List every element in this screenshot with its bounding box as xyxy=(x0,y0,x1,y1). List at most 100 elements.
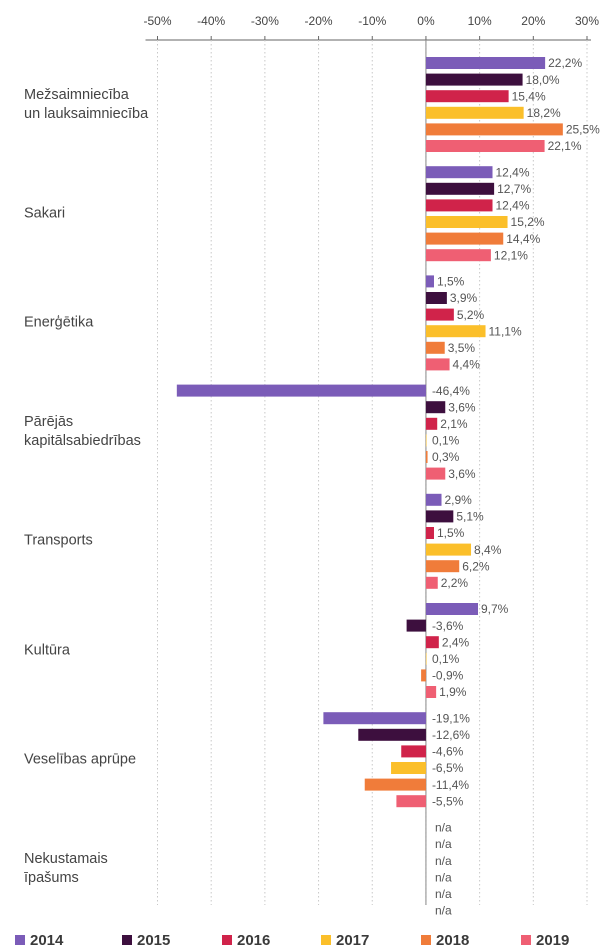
bar xyxy=(421,669,426,682)
value-label: 3,6% xyxy=(448,467,476,481)
value-label: n/a xyxy=(435,870,452,884)
bar xyxy=(425,652,427,665)
value-label: 8,4% xyxy=(474,543,502,557)
value-label: -0,9% xyxy=(432,669,464,683)
category-label: Veselības aprūpe xyxy=(24,751,137,768)
legend-swatch xyxy=(521,935,531,945)
bar xyxy=(425,401,446,414)
x-tick-label: -20% xyxy=(305,14,333,28)
value-label: 15,2% xyxy=(511,215,545,229)
value-label: -3,6% xyxy=(432,619,464,633)
value-label: 25,5% xyxy=(566,123,600,137)
value-label: n/a xyxy=(435,904,452,918)
bar xyxy=(425,543,472,556)
value-label: 11,1% xyxy=(489,324,522,338)
legend-label: 2017 xyxy=(336,932,369,949)
legend-label: 2016 xyxy=(237,932,270,949)
bar xyxy=(425,308,454,321)
legend-label: 2018 xyxy=(436,932,469,949)
bar xyxy=(323,712,426,725)
value-label: 2,2% xyxy=(441,576,469,590)
value-label: 12,4% xyxy=(496,165,530,179)
bar xyxy=(425,686,437,698)
x-tick-label: 30% xyxy=(575,14,599,28)
bar xyxy=(425,106,524,119)
bar xyxy=(425,467,446,480)
value-label: 6,2% xyxy=(462,559,490,573)
category-label: Nekustamais īpašums xyxy=(24,850,108,886)
x-tick-label: 0% xyxy=(417,14,435,28)
value-label: 1,5% xyxy=(437,526,465,540)
value-label: n/a xyxy=(435,854,452,868)
value-label: n/a xyxy=(435,887,452,901)
bar xyxy=(425,451,428,463)
bar xyxy=(425,140,545,152)
value-label: 2,9% xyxy=(445,493,473,507)
bar xyxy=(425,603,479,615)
value-label: 12,4% xyxy=(496,199,530,213)
value-label: 1,9% xyxy=(439,685,467,699)
bar xyxy=(425,358,450,371)
value-label: 0,1% xyxy=(432,652,460,666)
bar xyxy=(425,560,460,573)
value-label: -6,5% xyxy=(432,761,464,775)
value-label: 18,2% xyxy=(527,106,561,120)
value-label: 3,5% xyxy=(448,341,476,355)
bar xyxy=(425,636,439,649)
legend-swatch xyxy=(122,935,132,945)
value-label: 0,1% xyxy=(432,434,460,448)
legend-swatch xyxy=(421,935,431,945)
bar xyxy=(425,73,523,86)
value-label: 2,4% xyxy=(442,635,470,649)
value-label: 5,2% xyxy=(457,308,485,322)
value-label: -12,6% xyxy=(432,728,470,742)
bar xyxy=(425,417,438,430)
bar xyxy=(425,275,434,288)
x-tick-label: -10% xyxy=(358,14,386,28)
legend-swatch xyxy=(15,935,25,945)
bar xyxy=(425,166,493,179)
bar xyxy=(425,341,445,354)
value-label: -46,4% xyxy=(432,384,470,398)
bar xyxy=(425,249,491,262)
value-label: n/a xyxy=(435,837,452,851)
value-label: 5,1% xyxy=(456,510,484,524)
value-label: 3,6% xyxy=(448,400,476,414)
legend-swatch xyxy=(321,935,331,945)
bar xyxy=(425,232,504,245)
legend-label: 2019 xyxy=(536,932,569,949)
bar xyxy=(425,292,447,304)
bar xyxy=(425,576,438,589)
legend-swatch xyxy=(222,935,232,945)
legend-label: 2014 xyxy=(30,932,64,949)
x-tick-label: -30% xyxy=(251,14,279,28)
bar xyxy=(425,527,434,539)
category-label: Kultūra xyxy=(24,642,70,658)
category-label: Transports xyxy=(24,532,93,549)
bar xyxy=(425,90,509,103)
bar xyxy=(364,778,426,791)
value-label: 22,1% xyxy=(548,139,582,153)
bar xyxy=(425,199,493,212)
bar xyxy=(425,123,563,136)
bar xyxy=(396,795,426,808)
bar xyxy=(406,619,426,632)
bar xyxy=(425,182,495,195)
value-label: -4,6% xyxy=(432,745,464,759)
bar xyxy=(358,728,426,741)
bar xyxy=(425,510,454,523)
value-label: 22,2% xyxy=(548,56,582,70)
value-label: 3,9% xyxy=(450,291,478,305)
category-label: Mežsaimniecība un lauksaimniecība xyxy=(24,86,149,122)
legend-label: 2015 xyxy=(137,932,170,949)
bar xyxy=(425,325,486,338)
x-tick-label: -50% xyxy=(143,14,171,28)
value-label: 0,3% xyxy=(432,450,460,464)
value-label: 9,7% xyxy=(481,602,509,616)
value-label: 4,4% xyxy=(453,358,481,372)
value-label: 14,4% xyxy=(506,232,540,246)
bar xyxy=(425,434,427,447)
value-label: 1,5% xyxy=(437,275,465,289)
